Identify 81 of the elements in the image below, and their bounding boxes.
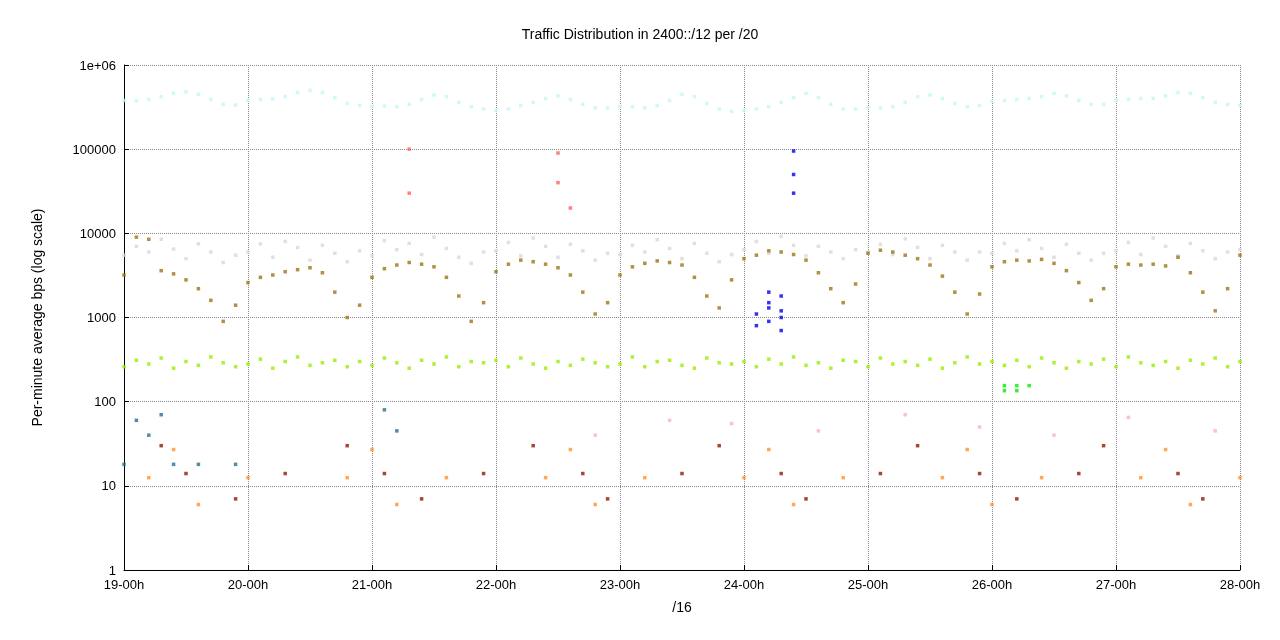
- y-tick-label: 100: [94, 394, 116, 410]
- point: [779, 315, 783, 320]
- point: [1015, 388, 1019, 393]
- point: [742, 475, 746, 480]
- point: [581, 471, 585, 476]
- point: [903, 412, 907, 417]
- y-tick-label: 1: [108, 562, 116, 578]
- point: [779, 328, 783, 333]
- point: [159, 412, 163, 417]
- point: [1077, 471, 1081, 476]
- point: [159, 443, 163, 448]
- x-tick-label: 26-00h: [971, 577, 1013, 592]
- point: [419, 497, 424, 501]
- point: [568, 206, 573, 210]
- point: [841, 475, 845, 480]
- x-tick-label: 25-00h: [847, 577, 889, 592]
- point: [407, 147, 411, 151]
- point: [593, 502, 597, 507]
- x-tick-label: 21-00h: [351, 577, 393, 592]
- point: [184, 471, 188, 476]
- y-tick-label: 100000: [72, 141, 116, 157]
- y-tick-label: 10000: [79, 225, 116, 241]
- point: [977, 425, 982, 429]
- point: [407, 191, 411, 195]
- point: [779, 294, 783, 298]
- point: [717, 443, 721, 448]
- point: [1176, 471, 1180, 476]
- point: [147, 475, 151, 480]
- x-tick-label: 20-00h: [227, 577, 269, 592]
- point: [122, 462, 126, 467]
- point: [605, 497, 610, 501]
- point: [1027, 383, 1031, 388]
- point: [816, 429, 821, 433]
- y-tick-label: 1000: [87, 310, 116, 325]
- point: [767, 306, 771, 310]
- x-tick-label: 28-00h: [1219, 577, 1261, 592]
- point: [767, 300, 771, 305]
- point: [1015, 383, 1019, 388]
- point: [1139, 475, 1143, 480]
- point: [767, 290, 771, 294]
- point: [593, 433, 597, 437]
- point: [754, 312, 759, 316]
- point: [395, 502, 399, 507]
- x-tick-label: 24-00h: [723, 577, 765, 592]
- point: [965, 447, 969, 452]
- point: [1015, 497, 1019, 501]
- point: [643, 475, 647, 480]
- point: [680, 471, 684, 476]
- x-tick-label: 19-00h: [103, 577, 145, 592]
- point: [345, 443, 349, 448]
- point: [1052, 433, 1056, 437]
- point: [791, 191, 796, 195]
- y-tick-label: 1e+06: [79, 57, 116, 73]
- point: [1238, 475, 1242, 480]
- y-axis-title: Per-minute average bps (log scale): [29, 208, 45, 427]
- point: [779, 471, 783, 476]
- point: [556, 180, 560, 185]
- x-axis-title: /16: [672, 599, 692, 615]
- point: [370, 447, 374, 452]
- chart-title: Traffic Distribution in 2400::/12 per /20: [521, 26, 759, 42]
- x-tick-label: 23-00h: [599, 577, 641, 592]
- point: [1213, 429, 1217, 433]
- point: [531, 443, 535, 448]
- point: [382, 408, 387, 412]
- point: [233, 497, 238, 501]
- point: [246, 475, 250, 480]
- point: [804, 497, 808, 501]
- point: [779, 309, 783, 313]
- point: [791, 149, 796, 153]
- point: [147, 433, 151, 437]
- point: [556, 151, 560, 155]
- point: [345, 475, 349, 480]
- point: [1201, 497, 1205, 501]
- point: [283, 471, 287, 476]
- point: [767, 319, 771, 324]
- point: [395, 429, 399, 433]
- y-tick-label: 10: [101, 478, 116, 494]
- x-tick-label: 22-00h: [475, 577, 517, 592]
- x-tick-label: 27-00h: [1095, 577, 1137, 592]
- point: [767, 447, 771, 452]
- point: [990, 502, 994, 507]
